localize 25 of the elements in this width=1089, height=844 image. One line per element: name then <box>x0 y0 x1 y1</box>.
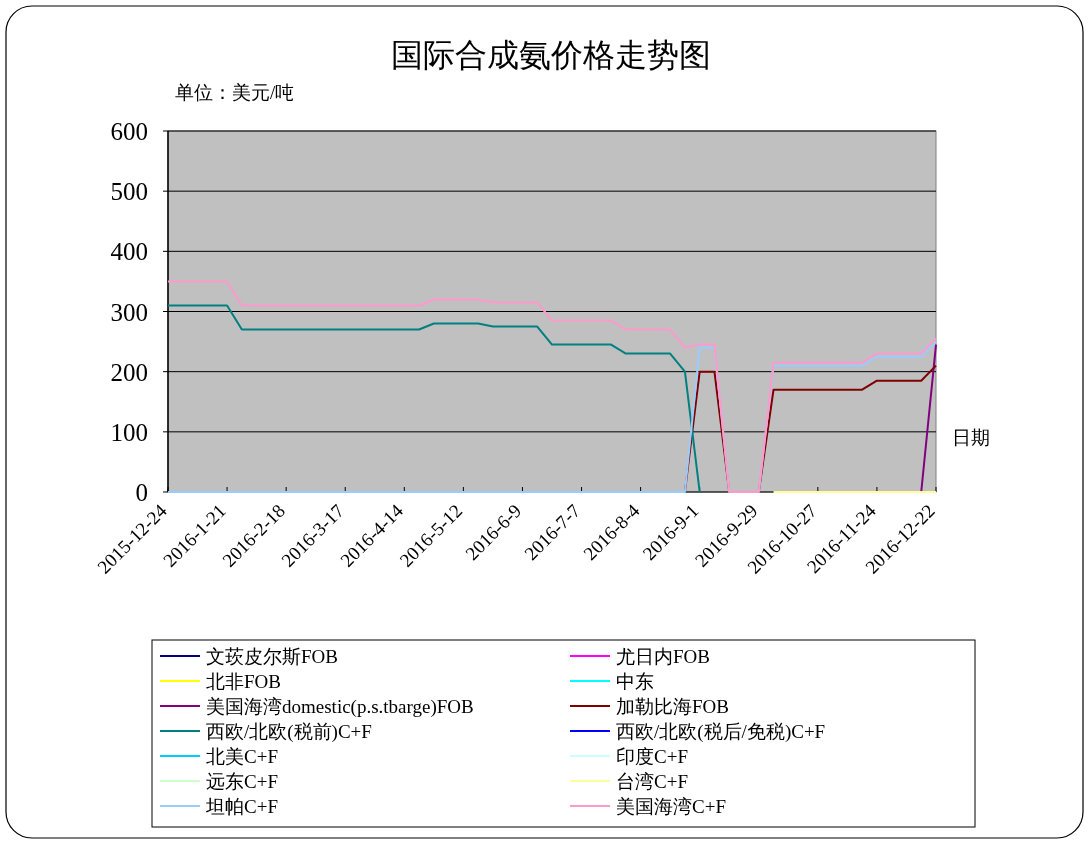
legend-label: 印度C+F <box>616 746 688 767</box>
legend-label: 北非FOB <box>206 671 281 692</box>
y-tick-label: 400 <box>110 238 148 266</box>
legend-label: 北美C+F <box>206 746 278 767</box>
y-axis-title: 单位：美元/吨 <box>175 82 295 103</box>
y-tick-label: 100 <box>110 418 148 446</box>
legend-label: 中东 <box>616 671 654 692</box>
line-series <box>167 304 701 493</box>
legend-label: 台湾C+F <box>616 771 688 792</box>
y-tick-label: 200 <box>110 358 148 386</box>
legend-label: 文莰皮尔斯FOB <box>206 646 338 667</box>
chart-title: 国际合成氨价格走势图 <box>391 37 711 73</box>
legend-label: 西欧/北欧(税后/免税)C+F <box>616 721 826 743</box>
y-tick-label: 0 <box>135 479 148 506</box>
legend-label: 美国海湾domestic(p.s.tbarge)FOB <box>206 696 474 718</box>
y-tick-label: 500 <box>110 178 148 206</box>
y-tick-label: 300 <box>110 298 148 326</box>
legend-label: 坦帕C+F <box>205 796 278 817</box>
y-tick-label: 600 <box>110 118 148 145</box>
legend-label: 加勒比海FOB <box>616 696 729 717</box>
x-axis-title: 日期 <box>952 427 990 448</box>
legend-label: 美国海湾C+F <box>616 796 726 817</box>
legend-label: 尤日内FOB <box>616 646 710 667</box>
legend-label: 远东C+F <box>206 771 278 792</box>
legend-label: 西欧/北欧(税前)C+F <box>206 721 372 743</box>
